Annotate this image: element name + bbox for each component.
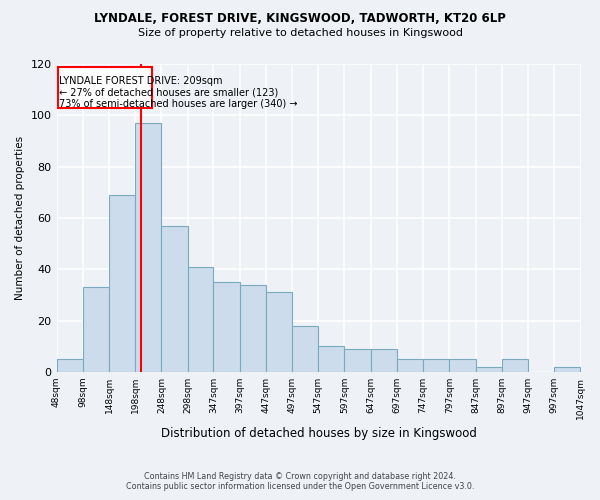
Bar xyxy=(554,366,580,372)
Bar xyxy=(56,359,83,372)
Bar xyxy=(371,348,397,372)
Bar xyxy=(239,284,266,372)
Bar xyxy=(266,292,292,372)
Bar xyxy=(344,348,371,372)
Text: Size of property relative to detached houses in Kingswood: Size of property relative to detached ho… xyxy=(137,28,463,38)
Bar xyxy=(449,359,476,372)
Bar xyxy=(161,226,188,372)
Bar xyxy=(476,366,502,372)
Bar xyxy=(109,195,135,372)
Bar xyxy=(135,123,161,372)
Text: 73% of semi-detached houses are larger (340) →: 73% of semi-detached houses are larger (… xyxy=(59,98,297,108)
Text: LYNDALE, FOREST DRIVE, KINGSWOOD, TADWORTH, KT20 6LP: LYNDALE, FOREST DRIVE, KINGSWOOD, TADWOR… xyxy=(94,12,506,26)
Y-axis label: Number of detached properties: Number of detached properties xyxy=(15,136,25,300)
Text: ← 27% of detached houses are smaller (123): ← 27% of detached houses are smaller (12… xyxy=(59,87,278,97)
FancyBboxPatch shape xyxy=(58,66,152,108)
Bar xyxy=(83,287,109,372)
Bar xyxy=(292,326,318,372)
Bar xyxy=(188,266,214,372)
Text: Contains HM Land Registry data © Crown copyright and database right 2024.
Contai: Contains HM Land Registry data © Crown c… xyxy=(126,472,474,491)
Text: LYNDALE FOREST DRIVE: 209sqm: LYNDALE FOREST DRIVE: 209sqm xyxy=(59,76,222,86)
X-axis label: Distribution of detached houses by size in Kingswood: Distribution of detached houses by size … xyxy=(161,427,476,440)
Bar xyxy=(318,346,344,372)
Bar xyxy=(423,359,449,372)
Bar xyxy=(502,359,528,372)
Bar xyxy=(397,359,423,372)
Bar xyxy=(214,282,239,372)
